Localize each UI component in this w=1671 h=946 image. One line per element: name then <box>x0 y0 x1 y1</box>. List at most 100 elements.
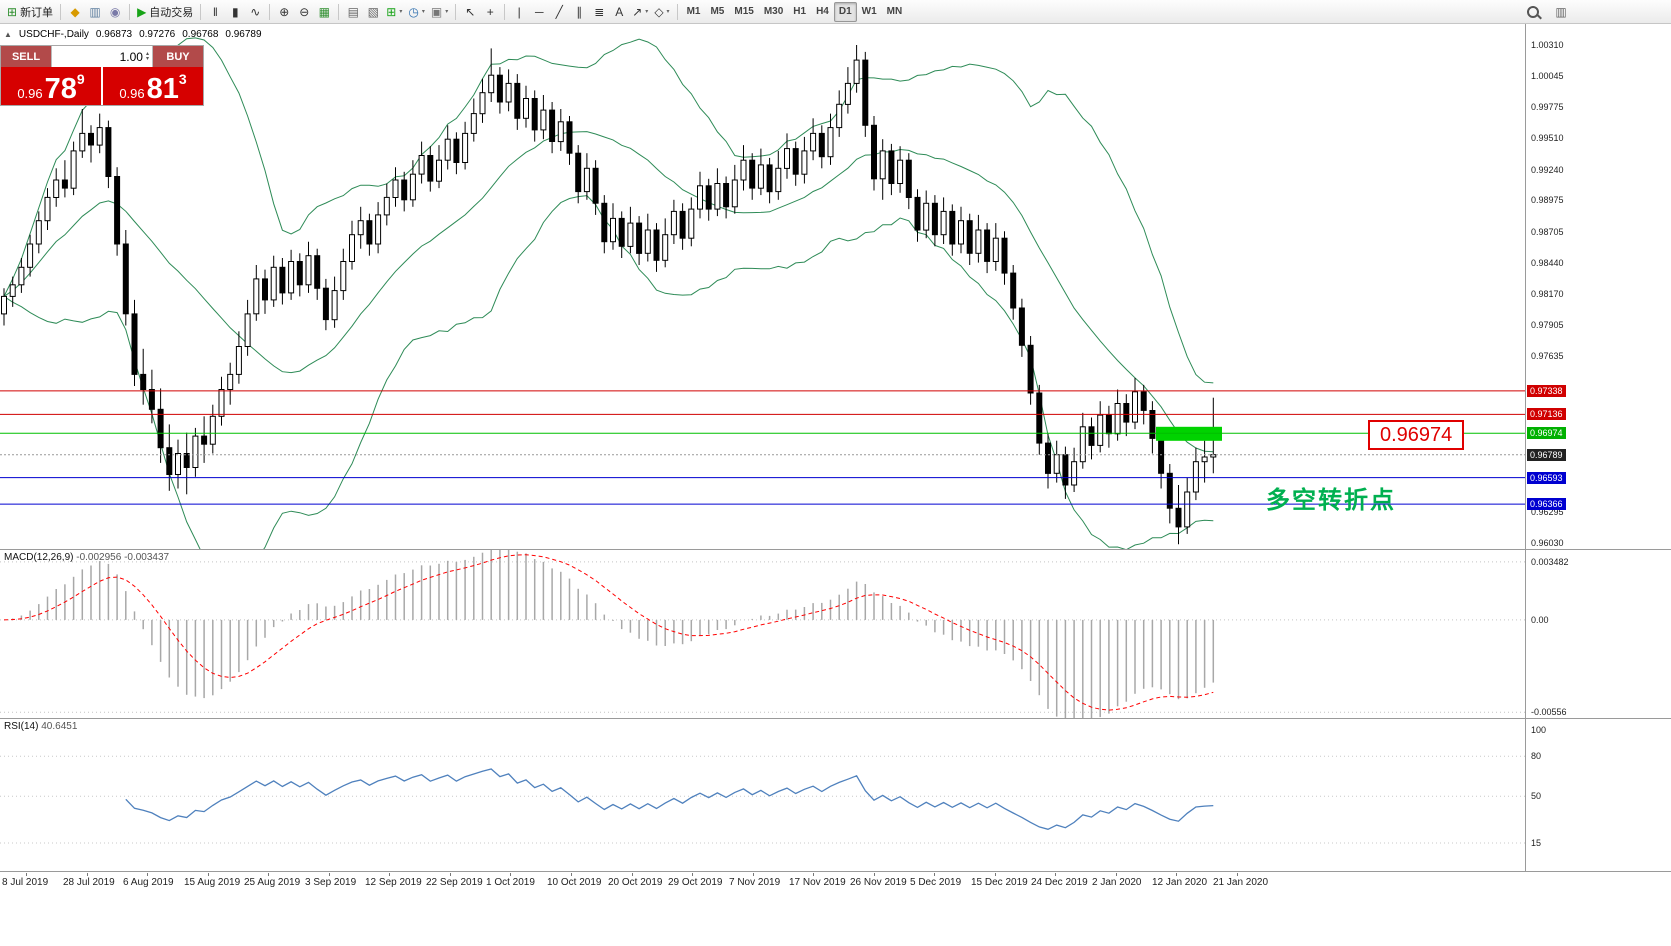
toolbar-separator <box>504 3 506 20</box>
toolbar-buttons: ⊞ 新订单 ◆ ▥ ◉ ▶ 自动交易 ‖ ▮ ∿ ⊕ ⊖ ▦ ▤ ▧ ⊞ ▾ ◷ ▾ ▣ ▾ ↖ + | ─ ╱ ∥ ≣ A ↗ ▾ ◇ ▾ M1… <box>4 0 907 23</box>
vertical-line-button[interactable]: | <box>509 2 529 22</box>
price-axis-label: 0.99240 <box>1531 165 1564 175</box>
date-label: 15 Aug 2019 <box>184 877 241 888</box>
bar-chart-icon: ‖ <box>212 4 218 19</box>
timeframe-h4-button[interactable]: H4 <box>811 2 834 22</box>
trendline-icon: ╱ <box>555 4 563 19</box>
arrows-button[interactable]: ↗ ▾ <box>629 2 651 22</box>
cascade-windows-button[interactable]: ▧ <box>363 2 383 22</box>
volume-down-button[interactable]: ▾ <box>145 55 149 62</box>
timeframe-m15-button[interactable]: M15 <box>729 2 758 22</box>
turning-point-annotation[interactable]: 多空转折点 <box>1266 487 1396 514</box>
price-tag: 0.97338 <box>1527 385 1566 397</box>
sell-price-big: 78 <box>44 73 77 105</box>
timeframe-d1-button[interactable]: D1 <box>833 1 857 22</box>
sell-button[interactable]: SELL <box>1 46 51 67</box>
macd-axis-label: -0.00556 <box>1531 707 1567 717</box>
rsi-axis-label: 50 <box>1531 791 1542 801</box>
symbol-search-button[interactable] <box>1523 2 1543 22</box>
volume-up-button[interactable]: ▴ <box>145 50 149 57</box>
cursor-button[interactable]: ↖ <box>460 2 480 22</box>
macd-axis-label: 0.00 <box>1531 615 1549 625</box>
periods-button[interactable]: ◷ ▾ <box>405 2 428 22</box>
buy-button[interactable]: BUY <box>153 46 203 67</box>
trendline-button[interactable]: ╱ <box>549 2 569 22</box>
price-axis-label: 0.96295 <box>1531 507 1564 517</box>
rsi-pane[interactable]: RSI(14) 40.6451 <box>0 719 1525 871</box>
price-tag: 0.96974 <box>1527 427 1566 439</box>
grid-button[interactable]: ▦ <box>314 2 334 22</box>
cursor-icon: ↖ <box>465 4 476 19</box>
channel-button[interactable]: ∥ <box>569 2 589 22</box>
magnifier-icon <box>1527 5 1539 18</box>
date-label: 12 Sep 2019 <box>365 877 422 888</box>
timeframe-m1-button[interactable]: M1 <box>682 2 706 22</box>
time-tick <box>813 873 814 876</box>
date-label: 7 Nov 2019 <box>729 877 781 888</box>
time-axis[interactable]: 8 Jul 2019 28 Jul 2019 6 Aug 2019 15 Aug 20… <box>0 873 1671 897</box>
new-order-icon: ⊞ <box>7 4 18 19</box>
time-tick <box>268 873 269 876</box>
templates-button[interactable]: ▣ ▾ <box>428 2 451 22</box>
toolbar: ⊞ 新订单 ◆ ▥ ◉ ▶ 自动交易 ‖ ▮ ∿ ⊕ ⊖ ▦ ▤ ▧ ⊞ ▾ ◷ ▾ ▣ ▾ ↖ + | ─ ╱ ∥ ≣ A ↗ ▾ ◇ ▾ M1… <box>0 0 1671 24</box>
tile-windows-button[interactable]: ▤ <box>343 2 363 22</box>
horizontal-line-button[interactable]: ─ <box>529 2 549 22</box>
symbol-name: USDCHF-,Daily <box>18 29 89 40</box>
autotrading-button[interactable]: ▶ 自动交易 <box>134 2 196 22</box>
cascade-windows-icon: ▧ <box>367 4 379 19</box>
data-window-button[interactable]: ▥ <box>85 2 105 22</box>
time-tick <box>147 873 148 876</box>
buy-price-button[interactable]: 0.96 81 3 <box>103 67 203 105</box>
rsi-axis-label: 100 <box>1531 725 1547 735</box>
price-annotation[interactable]: 0.96974 <box>1368 420 1465 450</box>
toolbar-separator <box>129 3 131 20</box>
crosshair-button[interactable]: + <box>480 2 500 22</box>
pane-separator[interactable] <box>0 718 1671 719</box>
timeframe-w1-button[interactable]: W1 <box>857 2 882 22</box>
text-button[interactable]: A <box>609 2 629 22</box>
timeframe-mn-button[interactable]: MN <box>882 2 908 22</box>
price-tag: 0.96789 <box>1527 449 1566 461</box>
pane-separator[interactable] <box>0 549 1671 550</box>
timeframe-m5-button[interactable]: M5 <box>705 2 729 22</box>
timeframe-m30-button[interactable]: M30 <box>759 2 788 22</box>
horizontal-line-icon: ─ <box>534 4 544 19</box>
time-tick <box>510 873 511 876</box>
navigator-button[interactable]: ◉ <box>105 2 125 22</box>
toolbar-separator <box>200 3 202 20</box>
shapes-button[interactable]: ◇ ▾ <box>651 2 672 22</box>
new-order-button[interactable]: ⊞ 新订单 <box>4 2 56 22</box>
macd-pane[interactable]: MACD(12,26,9) -0.002956 -0.003437 <box>0 550 1525 718</box>
indicators-button[interactable]: ⊞ ▾ <box>383 2 405 22</box>
channel-icon: ∥ <box>576 4 583 19</box>
price-axis-label: 1.00310 <box>1531 40 1564 50</box>
main-chart-pane[interactable]: ▲ USDCHF-,Daily 0.96873 0.97276 0.96768 … <box>0 24 1525 549</box>
sell-price-button[interactable]: 0.96 78 9 <box>1 67 101 105</box>
line-chart-button[interactable]: ∿ <box>245 2 265 22</box>
time-tick <box>208 873 209 876</box>
price-axis[interactable]: 1.00310 1.00045 0.99775 0.99510 0.99240 0.989… <box>1526 24 1671 872</box>
date-label: 24 Dec 2019 <box>1031 877 1088 888</box>
time-tick <box>995 873 996 876</box>
date-label: 2 Jan 2020 <box>1092 877 1142 888</box>
toolbar-separator <box>60 3 62 20</box>
macd-axis-label: 0.003482 <box>1531 557 1569 567</box>
bar-chart-button[interactable]: ‖ <box>205 2 225 22</box>
arrows-icon: ↗ <box>632 4 643 19</box>
zoom-out-button[interactable]: ⊖ <box>294 2 314 22</box>
shapes-icon: ◇ <box>654 4 664 19</box>
market-watch-button[interactable]: ◆ <box>65 2 85 22</box>
price-tag: 0.96366 <box>1527 498 1566 510</box>
candlestick-chart-button[interactable]: ▮ <box>225 2 245 22</box>
volume-stepper[interactable]: 1.00 ▴ ▾ <box>51 46 153 67</box>
fibonacci-icon: ≣ <box>594 4 605 19</box>
zoom-in-button[interactable]: ⊕ <box>274 2 294 22</box>
timeframe-h1-button[interactable]: H1 <box>788 2 811 22</box>
date-label: 22 Sep 2019 <box>426 877 483 888</box>
time-tick <box>632 873 633 876</box>
price-axis-label: 0.99510 <box>1531 133 1564 143</box>
panel-collapse-icon[interactable]: ▲ <box>4 30 12 39</box>
fibonacci-button[interactable]: ≣ <box>589 2 609 22</box>
chart-window-button[interactable]: ▥ <box>1551 2 1571 22</box>
